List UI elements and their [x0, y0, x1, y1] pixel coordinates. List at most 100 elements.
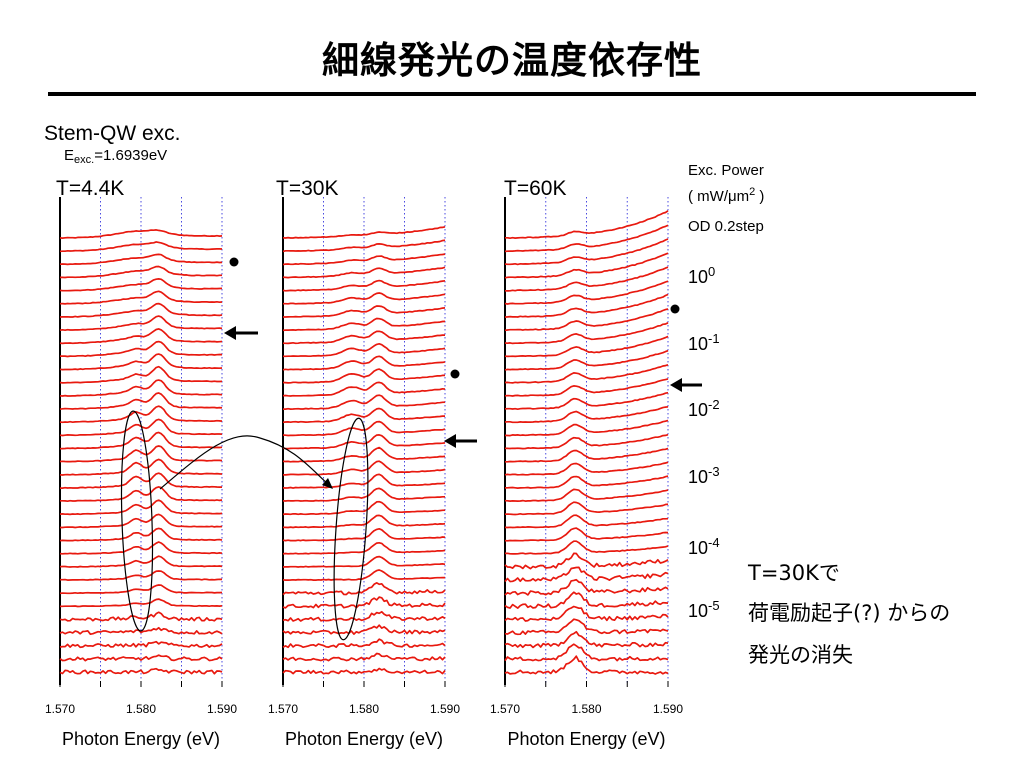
spectrum-trace [282, 555, 446, 568]
spectrum-trace [504, 349, 669, 371]
spectrum-trace [504, 238, 669, 266]
excitation-energy-subscript: exc. [74, 154, 95, 166]
annotations [120, 257, 702, 641]
excitation-energy-symbol: E [64, 147, 75, 164]
spectrum-trace [60, 486, 223, 503]
spectrum-trace [60, 340, 223, 358]
spectrum-panel: 1.570 1.580 1.590 Photon Energy (eV) [490, 197, 683, 749]
spectrum-trace [282, 667, 446, 675]
power-tick-base: 10 [688, 538, 709, 558]
highlight-ellipse [333, 417, 369, 641]
spectrum-trace [504, 578, 669, 596]
spectrum-trace [59, 654, 223, 662]
spectrum-trace [282, 582, 446, 596]
spectrum-trace [59, 229, 223, 239]
spectrum-trace [504, 405, 669, 424]
spectrum-trace [505, 447, 669, 463]
spectrum-trace [504, 475, 669, 489]
spectrum-trace [282, 473, 446, 489]
power-tick-base: 10 [688, 334, 709, 354]
dot-marker [450, 369, 460, 379]
excitation-energy-value: =1.6939eV [94, 147, 168, 164]
spectrum-trace [283, 305, 446, 318]
spectrum-trace [59, 458, 223, 476]
page-title: 細線発光の温度依存性 [322, 39, 702, 82]
spectrum-trace [504, 527, 669, 542]
spectrum-trace [282, 596, 446, 609]
arrow-left-icon [670, 378, 702, 392]
spectrum-trace [504, 308, 669, 332]
power-unit-exp: 2 [749, 186, 756, 198]
arrow-left-icon [444, 434, 477, 448]
spectrum-trace [59, 278, 223, 292]
x-tick-label: 1.580 [349, 702, 379, 716]
spectrum-trace [59, 584, 223, 595]
dot-marker [229, 257, 239, 267]
x-axis-title: Photon Energy (eV) [507, 729, 665, 749]
spectrum-trace [282, 253, 446, 266]
spectrum-trace [282, 225, 446, 239]
spectrum-trace [504, 391, 669, 411]
spectrum-trace [282, 638, 446, 649]
x-axis-title: Photon Energy (eV) [62, 729, 220, 749]
power-tick: 10-1 [688, 331, 720, 355]
power-tick: 10-2 [688, 397, 720, 421]
spectrum-trace [282, 266, 446, 279]
spectrum-trace [282, 610, 446, 622]
spectrum-trace [504, 252, 669, 279]
spectrum-trace [59, 555, 223, 568]
spectrum-trace [282, 652, 446, 662]
spectrum-trace [504, 501, 669, 516]
spectrum-trace [504, 488, 669, 502]
spectrum-trace [504, 322, 669, 345]
spectrum-panel: 1.570 1.580 1.590 Photon Energy (eV) [45, 197, 237, 749]
spectrum-trace [59, 392, 223, 411]
spectrum-trace [283, 292, 446, 305]
spectrum-trace [282, 317, 446, 332]
note-line-1: T=30Kで [748, 561, 840, 585]
power-tick-base: 10 [688, 267, 709, 287]
x-tick-label: 1.570 [45, 702, 75, 716]
spectrum-trace [59, 328, 223, 345]
excitation-energy-label: Eexc.=1.6939eV [64, 147, 167, 166]
dot-marker [670, 304, 680, 314]
spectrum-trace [504, 655, 669, 675]
power-tick-exp: 0 [708, 264, 716, 279]
spectrum-trace [60, 472, 222, 489]
spectrum-trace [282, 624, 446, 635]
x-tick-label: 1.590 [207, 702, 237, 716]
spectrum-trace [504, 461, 669, 476]
x-tick-label: 1.590 [430, 702, 460, 716]
spectrum-trace [282, 381, 446, 397]
power-unit-m: m [736, 188, 750, 205]
spectrum-trace [504, 266, 669, 292]
spectrum-trace [504, 280, 669, 305]
spectrum-trace [282, 527, 446, 542]
spectrum-trace [282, 420, 446, 437]
power-tick: 10-4 [688, 535, 720, 559]
spectrum-trace [282, 239, 446, 253]
power-unit-close: ) [755, 188, 765, 205]
power-tick: 10-3 [688, 464, 720, 488]
spectrum-trace [282, 279, 446, 292]
spectrum-trace [504, 224, 669, 253]
spectrum-trace [59, 253, 223, 266]
spectrum-trace [504, 433, 669, 450]
power-tick-exp: -2 [708, 397, 720, 412]
power-tick-exp: -1 [708, 331, 720, 346]
spectrum-trace [59, 640, 223, 649]
spectrum-trace [504, 514, 669, 529]
spectrum-trace [59, 611, 223, 622]
spectrum-trace [504, 293, 669, 318]
note-line-2: 荷電励起子(?) からの [748, 601, 951, 625]
spectrum-trace [282, 569, 445, 581]
spectrum-trace [59, 302, 223, 318]
spectrum-trace [504, 566, 669, 583]
panel-title-60k: T=60K [504, 177, 567, 200]
spectrum-trace [504, 419, 669, 437]
spectrum-trace [59, 241, 223, 253]
spectrum-trace [282, 368, 445, 384]
highlight-ellipse [120, 410, 154, 632]
spectrum-trace [504, 363, 669, 384]
